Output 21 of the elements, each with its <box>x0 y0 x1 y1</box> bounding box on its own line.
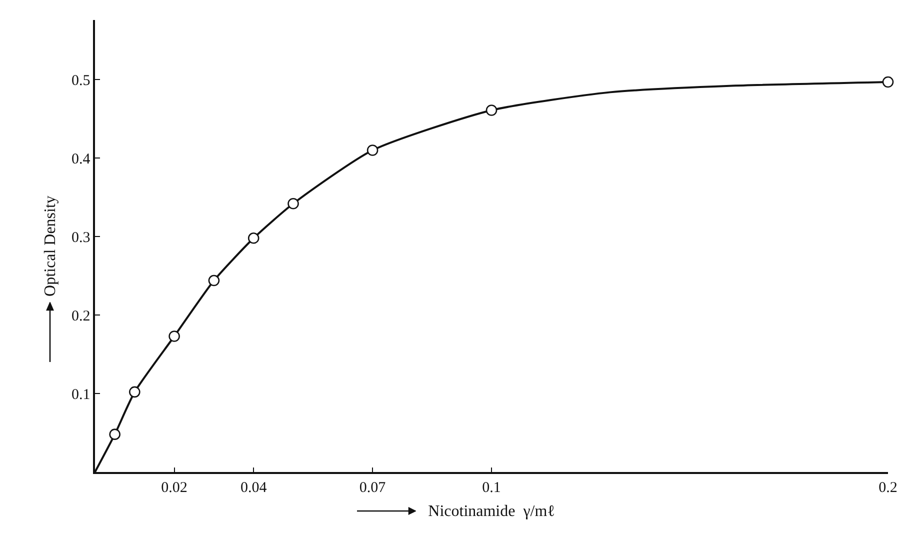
x-tick-label: 0.04 <box>240 480 268 496</box>
point <box>248 232 260 244</box>
y-tick-label: 0.5 <box>72 72 90 89</box>
y-tick-label: 0.2 <box>72 308 90 324</box>
point <box>486 104 498 116</box>
y-tick-label: 0.4 <box>72 151 91 168</box>
x-tick-label: 0.07 <box>359 480 386 496</box>
point <box>366 144 378 156</box>
y-axis-title: Optical Density <box>42 196 59 296</box>
x-axis-title: Nicotinamide γ/mℓ <box>428 502 555 520</box>
x-tick-label: 0.1 <box>482 480 501 496</box>
x-tick-label: 0.2 <box>878 480 898 496</box>
x-tick-label: 0.02 <box>161 480 188 496</box>
point <box>129 386 140 398</box>
y-tick-label: 0.3 <box>72 230 90 246</box>
y-tick-label: 0.1 <box>72 386 90 403</box>
point <box>288 198 299 210</box>
point <box>882 76 894 88</box>
point <box>208 274 220 286</box>
point <box>109 428 120 440</box>
point <box>168 330 180 342</box>
